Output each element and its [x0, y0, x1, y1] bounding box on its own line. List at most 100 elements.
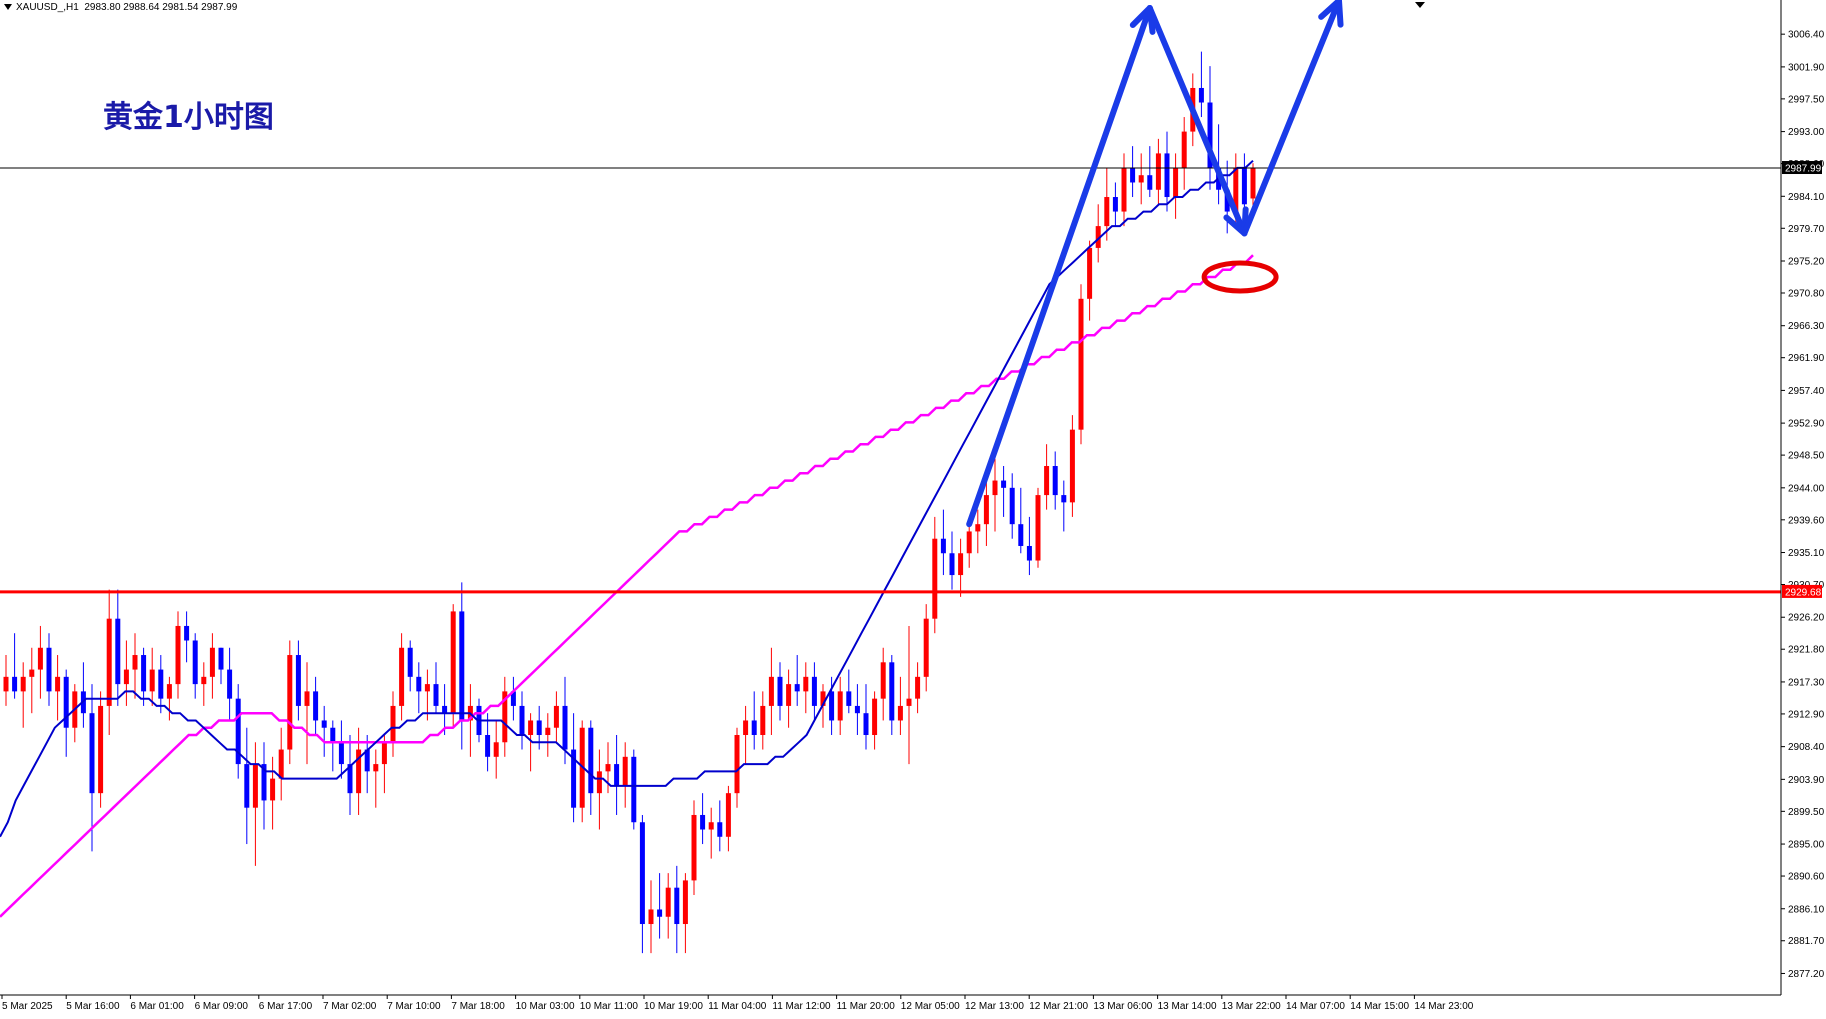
y-tick-label: 2895.00 — [1788, 840, 1825, 851]
x-tick-label: 13 Mar 06:00 — [1093, 1001, 1152, 1012]
candle-body — [235, 698, 241, 765]
candle-body — [1207, 102, 1213, 168]
trend-arrow-head-icon — [1318, 0, 1344, 28]
price-levels-layer — [0, 167, 1781, 594]
candle-body — [252, 764, 258, 808]
x-tick-label: 12 Mar 05:00 — [901, 1001, 960, 1012]
candle-body — [381, 742, 387, 765]
candle-body — [596, 771, 602, 794]
y-tick-label: 2912.90 — [1788, 709, 1825, 720]
candle-body — [98, 705, 104, 794]
candle-body — [1130, 167, 1136, 183]
moving-averages-layer — [0, 159, 1254, 918]
candle-body — [725, 793, 731, 837]
current-price-tag: 2987.99 — [1785, 164, 1822, 175]
candle-body — [803, 676, 809, 692]
candle-body — [450, 611, 456, 714]
candle-body — [829, 691, 835, 721]
candle-body — [347, 764, 353, 794]
candle-body — [261, 764, 267, 801]
candle-body — [1164, 153, 1170, 198]
x-tick-label: 5 Mar 2025 — [2, 1001, 53, 1012]
candle-body — [12, 676, 18, 692]
y-tick-label: 2966.30 — [1788, 321, 1825, 332]
y-tick-label: 2939.60 — [1788, 515, 1825, 526]
y-tick-label: 2993.00 — [1788, 127, 1825, 138]
candle-body — [536, 720, 542, 736]
y-tick-label: 2952.90 — [1788, 419, 1825, 430]
candle-body — [1018, 524, 1024, 546]
candle-body — [192, 640, 198, 685]
candle-body — [897, 705, 903, 721]
target-ellipse — [1201, 260, 1279, 294]
y-tick-label: 2899.50 — [1788, 807, 1825, 818]
x-tick-label: 10 Mar 19:00 — [644, 1001, 703, 1012]
annotations-layer — [966, 0, 1344, 528]
x-tick-label: 7 Mar 02:00 — [323, 1001, 377, 1012]
x-tick-label: 6 Mar 01:00 — [130, 1001, 184, 1012]
candle-body — [743, 720, 749, 736]
candle-body — [510, 691, 516, 706]
candle-body — [880, 662, 886, 699]
candle-body — [1155, 153, 1161, 190]
candle-body — [227, 669, 233, 699]
candle-body — [502, 691, 508, 743]
x-tick-label: 14 Mar 07:00 — [1286, 1001, 1345, 1012]
x-tick-label: 14 Mar 15:00 — [1350, 1001, 1409, 1012]
x-tick-label: 7 Mar 18:00 — [451, 1001, 505, 1012]
candle-body — [665, 887, 671, 917]
candle-body — [1087, 247, 1093, 299]
trend-arrow-segment — [966, 5, 1153, 528]
x-tick-label: 6 Mar 17:00 — [259, 1001, 313, 1012]
candle-body — [416, 676, 422, 692]
candle-body — [20, 676, 26, 692]
support-price-tag: 2929.68 — [1785, 587, 1822, 598]
candle-body — [751, 720, 757, 736]
candle-body — [983, 495, 989, 525]
x-tick-label: 11 Mar 04:00 — [708, 1001, 767, 1012]
support-price-tag-bg — [1782, 584, 1822, 598]
candle-body — [123, 669, 129, 685]
symbol-dropdown-icon[interactable] — [4, 4, 12, 11]
candle-body — [158, 669, 164, 699]
candle-body — [734, 735, 740, 794]
y-tick-label: 2948.50 — [1788, 451, 1825, 462]
top-marker-icon — [1415, 2, 1425, 8]
y-tick-label: 2921.80 — [1788, 645, 1825, 656]
candle-body — [1173, 167, 1179, 198]
y-tick-label: 2881.70 — [1788, 936, 1825, 947]
candle-body — [201, 676, 207, 685]
candle-body — [29, 669, 35, 677]
candle-body — [1121, 167, 1127, 212]
x-tick-label: 12 Mar 21:00 — [1029, 1001, 1088, 1012]
candle-body — [149, 669, 155, 692]
candle-body — [605, 764, 611, 772]
candle-body — [975, 524, 981, 532]
candle-body — [1095, 226, 1101, 248]
candle-body — [424, 684, 430, 692]
ma-fast-line — [0, 159, 1254, 838]
time-axis: 5 Mar 2025 5 Mar 16:00 6 Mar 01:00 6 Mar 09… — [1, 995, 1474, 1012]
x-tick-label: 7 Mar 10:00 — [387, 1001, 441, 1012]
candle-body — [1198, 87, 1204, 103]
y-tick-label: 2984.10 — [1788, 192, 1825, 203]
ohlc-readout: 2983.80 2988.64 2981.54 2987.99 — [84, 2, 238, 13]
candle-body — [889, 662, 895, 721]
candle-body — [717, 822, 723, 837]
x-tick-label: 11 Mar 12:00 — [772, 1001, 831, 1012]
candle-body — [794, 684, 800, 692]
x-tick-label: 5 Mar 16:00 — [66, 1001, 120, 1012]
chart-header: XAUUSD_,H1 2983.80 2988.64 2981.54 2987.… — [4, 2, 237, 13]
candle-body — [1078, 298, 1084, 430]
candle-body — [906, 698, 912, 706]
candle-body — [854, 705, 860, 714]
candle-body — [399, 647, 405, 706]
candle-body — [1147, 175, 1153, 190]
y-tick-label: 2903.90 — [1788, 775, 1825, 786]
price-axis: 3006.403001.902997.502993.002988.602984.… — [1781, 30, 1825, 980]
candle-body — [1026, 545, 1032, 561]
candle-body — [872, 698, 878, 736]
candle-body — [932, 538, 938, 619]
candle-body — [304, 691, 310, 706]
